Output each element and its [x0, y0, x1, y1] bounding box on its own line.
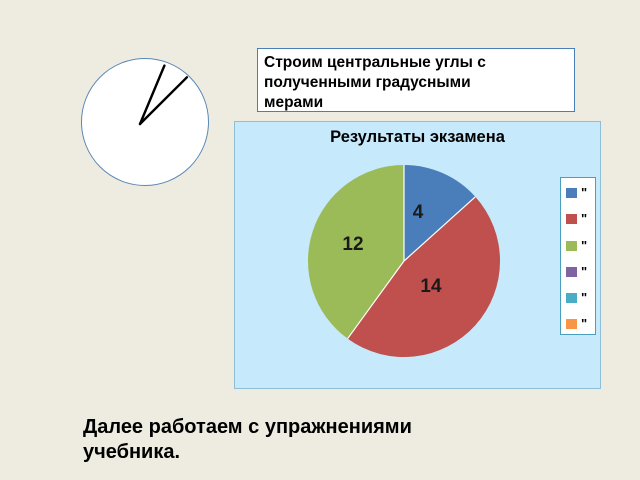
svg-text:12: 12	[342, 234, 363, 255]
svg-text:4: 4	[413, 202, 424, 223]
svg-text:14: 14	[420, 276, 442, 297]
